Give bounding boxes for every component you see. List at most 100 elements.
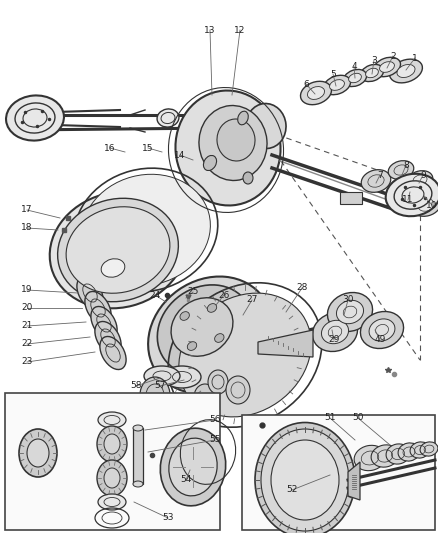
Text: 30: 30 — [342, 295, 353, 304]
Bar — [241, 415, 434, 530]
Text: 10: 10 — [425, 200, 437, 209]
Ellipse shape — [77, 277, 103, 310]
Text: 8: 8 — [402, 160, 408, 169]
Ellipse shape — [243, 172, 252, 184]
Ellipse shape — [327, 293, 372, 332]
Text: 50: 50 — [351, 414, 363, 423]
Text: 22: 22 — [21, 340, 32, 349]
Polygon shape — [347, 462, 359, 500]
Ellipse shape — [104, 468, 120, 488]
Ellipse shape — [385, 444, 409, 464]
Ellipse shape — [81, 174, 210, 286]
Ellipse shape — [66, 207, 170, 293]
Ellipse shape — [399, 190, 421, 206]
Ellipse shape — [169, 438, 217, 496]
Ellipse shape — [194, 384, 215, 410]
Text: 27: 27 — [246, 295, 257, 304]
Text: 11: 11 — [401, 196, 413, 205]
Ellipse shape — [216, 119, 254, 161]
Ellipse shape — [144, 366, 180, 386]
Text: 58: 58 — [130, 382, 141, 391]
Ellipse shape — [166, 395, 194, 413]
Ellipse shape — [100, 336, 126, 369]
Text: 53: 53 — [162, 513, 173, 522]
Ellipse shape — [245, 103, 286, 149]
Ellipse shape — [98, 412, 126, 428]
Ellipse shape — [360, 169, 390, 192]
Text: 52: 52 — [286, 486, 297, 495]
Ellipse shape — [91, 306, 117, 340]
Ellipse shape — [214, 334, 223, 342]
Ellipse shape — [348, 74, 360, 83]
Ellipse shape — [307, 86, 324, 100]
Ellipse shape — [207, 304, 216, 312]
Text: 26: 26 — [218, 290, 229, 300]
Ellipse shape — [254, 423, 354, 533]
Ellipse shape — [360, 311, 403, 349]
Ellipse shape — [360, 64, 383, 82]
Ellipse shape — [208, 370, 227, 394]
Text: 1: 1 — [411, 53, 417, 62]
Ellipse shape — [385, 174, 438, 216]
Bar — [339, 192, 361, 204]
Ellipse shape — [323, 75, 350, 95]
Text: 25: 25 — [187, 287, 198, 296]
Ellipse shape — [270, 440, 338, 520]
Ellipse shape — [85, 292, 111, 325]
Text: 51: 51 — [324, 414, 335, 423]
Ellipse shape — [410, 193, 438, 216]
Text: 20: 20 — [21, 303, 32, 312]
Text: 3: 3 — [370, 55, 376, 64]
Text: 57: 57 — [154, 382, 166, 391]
Ellipse shape — [98, 494, 126, 510]
Ellipse shape — [148, 277, 271, 393]
Ellipse shape — [379, 62, 393, 72]
Bar — [5, 393, 219, 530]
Text: 55: 55 — [209, 435, 220, 445]
Text: 5: 5 — [329, 69, 335, 78]
Ellipse shape — [370, 445, 398, 467]
Polygon shape — [258, 330, 312, 357]
Ellipse shape — [97, 426, 127, 462]
Ellipse shape — [27, 439, 49, 467]
Ellipse shape — [373, 57, 399, 77]
Text: 13: 13 — [204, 26, 215, 35]
Text: 49: 49 — [374, 335, 385, 344]
Text: 29: 29 — [328, 335, 339, 344]
Ellipse shape — [133, 425, 143, 431]
Text: 18: 18 — [21, 223, 33, 232]
Text: 24: 24 — [149, 290, 160, 300]
Text: 21: 21 — [21, 321, 32, 330]
Ellipse shape — [396, 64, 414, 77]
Ellipse shape — [97, 460, 127, 496]
Ellipse shape — [343, 69, 366, 86]
Ellipse shape — [175, 91, 280, 205]
Text: 19: 19 — [21, 286, 33, 295]
Ellipse shape — [19, 429, 57, 477]
Text: 17: 17 — [21, 206, 33, 214]
Ellipse shape — [178, 293, 311, 417]
Text: 14: 14 — [174, 150, 185, 159]
Ellipse shape — [162, 366, 201, 388]
Ellipse shape — [409, 442, 429, 458]
Text: 28: 28 — [296, 284, 307, 293]
Text: 54: 54 — [180, 475, 191, 484]
Bar — [133, 428, 143, 484]
Ellipse shape — [171, 298, 233, 356]
Ellipse shape — [157, 285, 252, 375]
Text: 9: 9 — [419, 171, 425, 180]
Ellipse shape — [368, 319, 394, 341]
Ellipse shape — [15, 103, 55, 133]
Ellipse shape — [397, 443, 419, 461]
Text: 56: 56 — [209, 416, 220, 424]
Ellipse shape — [133, 481, 143, 487]
Ellipse shape — [300, 82, 331, 104]
Ellipse shape — [95, 321, 121, 354]
Ellipse shape — [198, 106, 266, 181]
Text: 16: 16 — [104, 143, 116, 152]
Ellipse shape — [49, 192, 186, 309]
Ellipse shape — [312, 312, 357, 351]
Text: 2: 2 — [389, 52, 395, 61]
Text: 12: 12 — [234, 26, 245, 35]
Ellipse shape — [406, 171, 432, 189]
